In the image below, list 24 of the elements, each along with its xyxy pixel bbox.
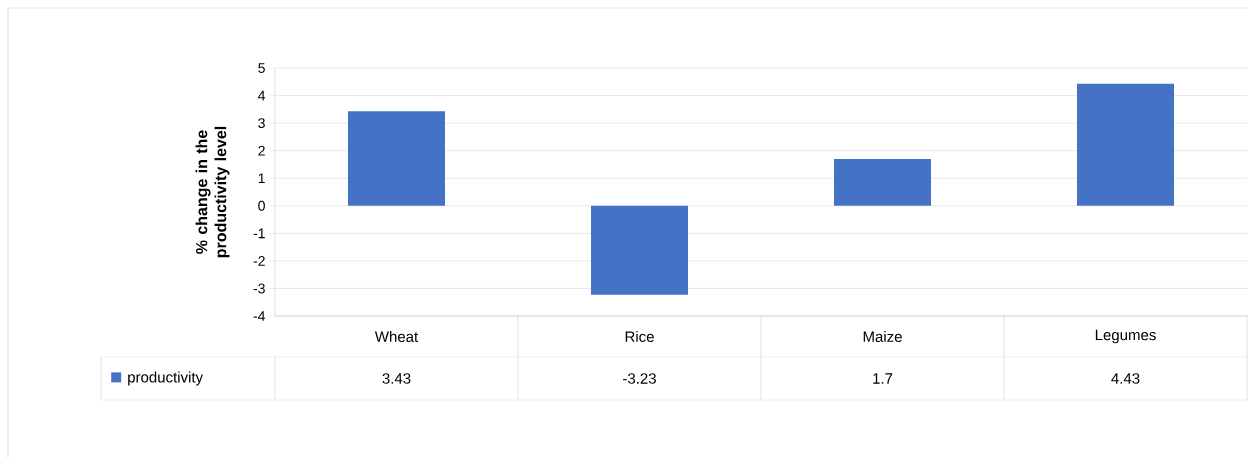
data-label: 1.7 [873, 373, 893, 384]
legend-label: productivity [128, 371, 204, 386]
x-tick-label: Wheat [374, 331, 419, 343]
data-label: 3.43 [382, 373, 411, 384]
y-tick-label: 4 [257, 90, 266, 101]
bar [1077, 83, 1175, 206]
y-tick-label: -3 [253, 283, 265, 294]
y-axis-title: % change in the productivity level [195, 126, 230, 258]
x-tick-label: Legumes [1095, 329, 1156, 344]
bar [834, 158, 932, 206]
y-tick-label: 5 [258, 63, 265, 73]
x-tick-label: Maize [863, 331, 902, 343]
bar [348, 111, 445, 206]
data-label: -3.23 [623, 373, 656, 384]
y-tick-label: -4 [253, 311, 266, 321]
y-tick-label: 3 [258, 118, 265, 129]
y-tick-label: -1 [253, 228, 265, 239]
y-tick-label: 2 [258, 145, 265, 156]
y-tick-label: 1 [258, 173, 265, 184]
data-label: 4.43 [1111, 373, 1140, 384]
bar [591, 205, 689, 295]
y-tick-label: 0 [258, 200, 265, 211]
y-tick-label: -2 [253, 256, 265, 266]
x-tick-label: Rice [625, 331, 654, 343]
